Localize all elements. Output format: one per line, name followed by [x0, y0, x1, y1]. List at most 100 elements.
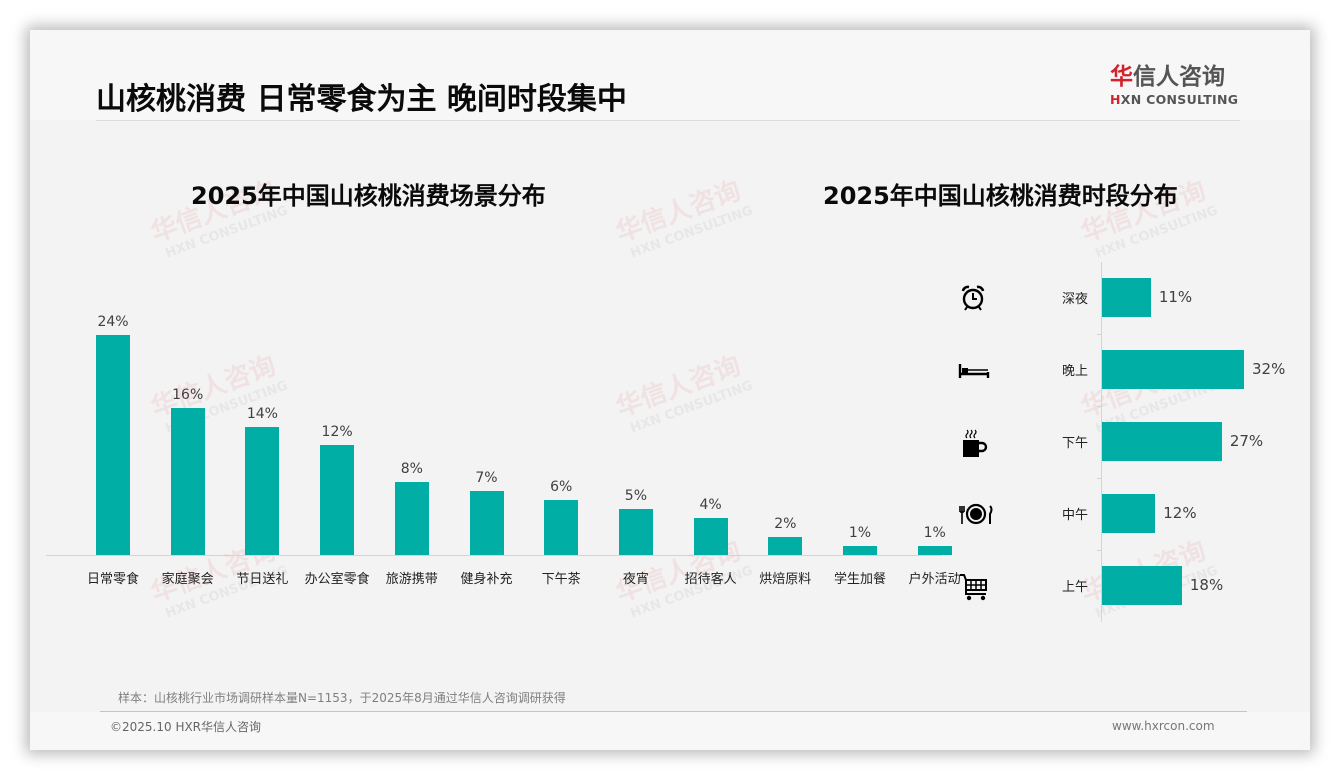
bar: [245, 426, 280, 555]
time-label: 上午: [1062, 580, 1089, 595]
bar: [1102, 422, 1222, 461]
bar-group: 4%: [674, 280, 748, 555]
category-label: 夜宵: [622, 572, 649, 587]
bar: [1102, 566, 1182, 605]
bar-group: 1%: [823, 280, 897, 555]
logo-en-accent: H: [1110, 92, 1121, 107]
time-row: 下午 27%: [940, 406, 1300, 478]
time-row: 深夜 11%: [940, 262, 1300, 334]
bar-group: 1%: [898, 280, 972, 555]
bar-value-label: 7%: [475, 469, 498, 486]
bar-value-label: 14%: [246, 405, 278, 422]
time-label: 中午: [1062, 508, 1089, 523]
website-link[interactable]: www.hxrcon.com: [1112, 719, 1215, 733]
bar-value-label: 8%: [400, 460, 423, 477]
category-label: 旅游携带: [385, 572, 438, 587]
axis-tick: [1097, 550, 1101, 551]
bar-group: 2%: [748, 280, 822, 555]
bar-value-label: 18%: [1189, 576, 1224, 594]
bar-value-label: 6%: [550, 479, 573, 495]
shopping-cart-icon: [958, 572, 988, 601]
axis-tick: [1097, 334, 1101, 335]
page-title: 山核桃消费 日常零食为主 晚间时段集中: [96, 82, 627, 117]
scene-bar-chart: 24% 日常零食 16% 家庭聚会 14% 节日送礼 12% 办公室零食 8% 旅游携带 7% 健身补…: [46, 280, 961, 600]
bar-value-label: 32%: [1252, 360, 1286, 378]
footer-band: [30, 712, 1310, 750]
watermark-cn: 华信人咨询: [612, 175, 745, 249]
axis-tick: [1097, 478, 1101, 479]
bed-icon: [958, 356, 990, 384]
logo: 华信人咨询 HXN CONSULTING: [1110, 64, 1242, 112]
copyright: ©2025.10 HXR华信人咨询: [110, 720, 262, 734]
bar: [394, 481, 429, 555]
time-bar-chart: 深夜 11% 晚上 32% 下午 27% 中午 12% 上午 18%: [940, 262, 1300, 624]
plate-cutlery-icon: [958, 500, 993, 528]
bar: [469, 490, 504, 555]
bar-value-label: 16%: [172, 387, 204, 404]
category-label: 节日送礼: [236, 572, 289, 587]
bar: [96, 335, 130, 555]
time-label: 深夜: [1062, 292, 1089, 307]
bar-group: 14%: [225, 280, 299, 555]
bar: [768, 536, 803, 555]
title-divider: [96, 120, 1240, 121]
bar-group: 12%: [300, 280, 374, 555]
category-label: 烘焙原料: [759, 572, 812, 587]
footer-divider: [100, 711, 1247, 712]
category-label: 下午茶: [541, 572, 581, 587]
slide: 山核桃消费 日常零食为主 晚间时段集中 华信人咨询 HXN CONSULTING…: [30, 30, 1310, 750]
bar: [917, 545, 952, 555]
bar: [170, 408, 205, 555]
bar: [618, 509, 653, 555]
bar-value-label: 12%: [321, 424, 353, 440]
bar-value-label: 1%: [923, 524, 946, 541]
time-label: 晚上: [1062, 364, 1089, 379]
x-axis-line: [46, 555, 942, 556]
watermark-en: HXN CONSULTING: [1093, 203, 1220, 262]
y-axis-line: [1101, 262, 1102, 622]
bar: [1102, 494, 1156, 533]
bar-group: 24%: [76, 280, 150, 555]
bar: [544, 500, 579, 555]
logo-en: HXN CONSULTING: [1110, 92, 1242, 107]
bar-group: 8%: [375, 280, 449, 555]
bar-value-label: 1%: [848, 524, 872, 541]
bar-group: 6%: [524, 280, 598, 555]
time-row: 中午 12%: [940, 478, 1300, 550]
alarm-clock-icon: [958, 284, 988, 312]
time-row: 上午 18%: [940, 550, 1300, 622]
logo-cn-accent: 华: [1110, 64, 1133, 90]
category-label: 日常零食: [86, 572, 139, 587]
bar-group: 5%: [599, 280, 673, 555]
time-row: 晚上 32%: [940, 334, 1300, 406]
bar-value-label: 27%: [1229, 432, 1264, 450]
header-band: [30, 30, 1310, 120]
bar-group: 7%: [450, 280, 524, 555]
logo-cn: 华信人咨询: [1110, 64, 1242, 90]
category-label: 户外活动: [908, 572, 961, 587]
bar: [320, 445, 355, 555]
watermark-en: HXN CONSULTING: [163, 203, 290, 262]
scene-chart-title: 2025年中国山核桃消费场景分布: [191, 182, 546, 210]
bar: [1102, 350, 1244, 389]
category-label: 健身补充: [460, 572, 513, 587]
category-label: 学生加餐: [833, 572, 886, 587]
bar-value-label: 11%: [1158, 288, 1193, 306]
axis-tick: [1097, 406, 1101, 407]
bar: [843, 545, 877, 555]
logo-cn-text: 信人咨询: [1133, 64, 1225, 90]
coffee-cup-icon: [958, 428, 988, 457]
category-label: 招待客人: [684, 572, 737, 587]
category-label: 办公室零食: [304, 572, 370, 587]
bar-group: 16%: [151, 280, 225, 555]
watermark-en: HXN CONSULTING: [628, 203, 755, 262]
bar: [1102, 278, 1151, 317]
logo-en-text: XN CONSULTING: [1120, 92, 1239, 107]
bar: [693, 518, 728, 555]
time-label: 下午: [1062, 436, 1089, 451]
bar-value-label: 5%: [624, 488, 647, 505]
category-label: 家庭聚会: [161, 572, 214, 587]
bar-value-label: 12%: [1163, 504, 1197, 522]
bar-value-label: 4%: [699, 497, 722, 514]
